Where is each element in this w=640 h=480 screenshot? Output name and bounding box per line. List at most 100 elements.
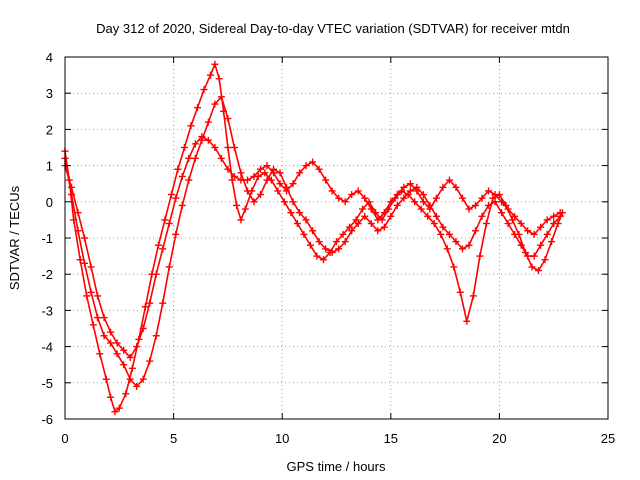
data-point [485, 201, 493, 209]
data-point [541, 256, 549, 264]
data-point [250, 172, 258, 180]
data-point [154, 241, 162, 249]
data-point [309, 158, 317, 166]
data-point [465, 241, 473, 249]
data-point [400, 183, 408, 191]
data-point [81, 234, 89, 242]
data-point [180, 144, 188, 151]
data-point [374, 216, 382, 224]
data-point [276, 169, 284, 177]
data-point [335, 194, 343, 202]
data-point [263, 162, 271, 170]
data-point [274, 187, 282, 195]
data-point [439, 183, 447, 191]
data-point [167, 191, 175, 199]
data-point [504, 220, 512, 228]
data-point [204, 136, 212, 144]
data-point [458, 245, 466, 253]
x-tick-label: 5 [170, 431, 177, 446]
data-point [393, 201, 401, 209]
data-point [217, 154, 225, 162]
data-point [354, 220, 362, 228]
data-point [489, 194, 497, 202]
data-point [472, 227, 480, 235]
data-point [367, 205, 375, 213]
data-point [322, 176, 330, 184]
data-point [387, 212, 395, 220]
data-point [463, 317, 471, 325]
data-point [537, 241, 545, 249]
data-point [328, 248, 336, 256]
data-point [445, 176, 453, 184]
data-point [165, 263, 173, 271]
data-point [456, 288, 464, 296]
data-point [139, 375, 147, 383]
data-point [432, 194, 440, 202]
data-point [126, 353, 134, 361]
series-track-3 [61, 133, 564, 361]
data-point [406, 180, 414, 188]
data-point [270, 169, 278, 177]
data-point [491, 191, 499, 199]
data-point [120, 361, 128, 369]
data-point [289, 198, 297, 206]
y-tick-label: 4 [46, 50, 53, 65]
data-point [419, 198, 427, 206]
data-point [508, 216, 516, 224]
data-point [81, 259, 89, 267]
grid [65, 57, 608, 419]
data-point [283, 187, 291, 195]
data-point [300, 230, 308, 238]
data-point [185, 176, 193, 184]
data-point [224, 115, 232, 123]
data-point [191, 154, 199, 162]
data-point [263, 176, 271, 184]
data-point [458, 194, 466, 202]
y-tick-label: 3 [46, 86, 53, 101]
data-point [96, 350, 104, 358]
data-point [530, 252, 538, 260]
data-point [511, 230, 519, 238]
data-point [478, 194, 486, 202]
data-point [250, 198, 258, 206]
data-point [107, 328, 115, 336]
data-point [172, 194, 180, 202]
data-point [211, 60, 219, 68]
data-point [217, 93, 225, 101]
x-tick-label: 10 [275, 431, 289, 446]
data-point [198, 133, 206, 141]
data-point [139, 325, 147, 332]
y-axis-label: SDTVAR / TECUs [7, 185, 22, 290]
data-point [280, 198, 288, 206]
data-point [511, 212, 519, 220]
data-point [133, 382, 141, 390]
data-point [233, 201, 241, 209]
data-point [400, 194, 408, 202]
data-point [152, 332, 160, 340]
y-tick-label: -3 [41, 303, 53, 318]
data-point [393, 191, 401, 199]
data-point [230, 172, 238, 180]
data-point [296, 209, 304, 217]
data-point [537, 223, 545, 231]
data-point [172, 230, 180, 238]
y-tick-label: 2 [46, 122, 53, 137]
data-point [452, 183, 460, 191]
data-point [517, 241, 525, 249]
data-point [406, 187, 414, 195]
data-point [380, 209, 388, 217]
data-point [498, 209, 506, 217]
data-point [207, 71, 215, 79]
y-tick-label: 0 [46, 195, 53, 210]
data-point [224, 165, 232, 173]
data-point [74, 227, 82, 235]
x-tick-label: 15 [384, 431, 398, 446]
data-point [361, 212, 369, 220]
data-point [419, 191, 427, 199]
data-point [100, 332, 108, 340]
data-point [333, 238, 340, 246]
data-point [165, 220, 173, 228]
data-point [530, 230, 538, 238]
data-point [113, 350, 121, 358]
